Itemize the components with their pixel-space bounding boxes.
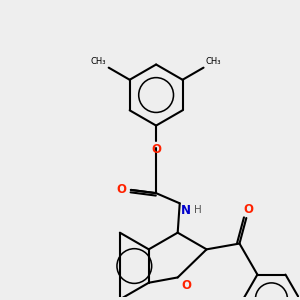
Text: CH₃: CH₃ [91, 57, 106, 66]
Text: O: O [151, 143, 161, 156]
Text: H: H [194, 205, 202, 215]
Text: CH₃: CH₃ [206, 57, 221, 66]
Text: O: O [117, 183, 127, 196]
Text: N: N [181, 204, 191, 217]
Text: O: O [243, 202, 254, 215]
Text: O: O [182, 280, 192, 292]
